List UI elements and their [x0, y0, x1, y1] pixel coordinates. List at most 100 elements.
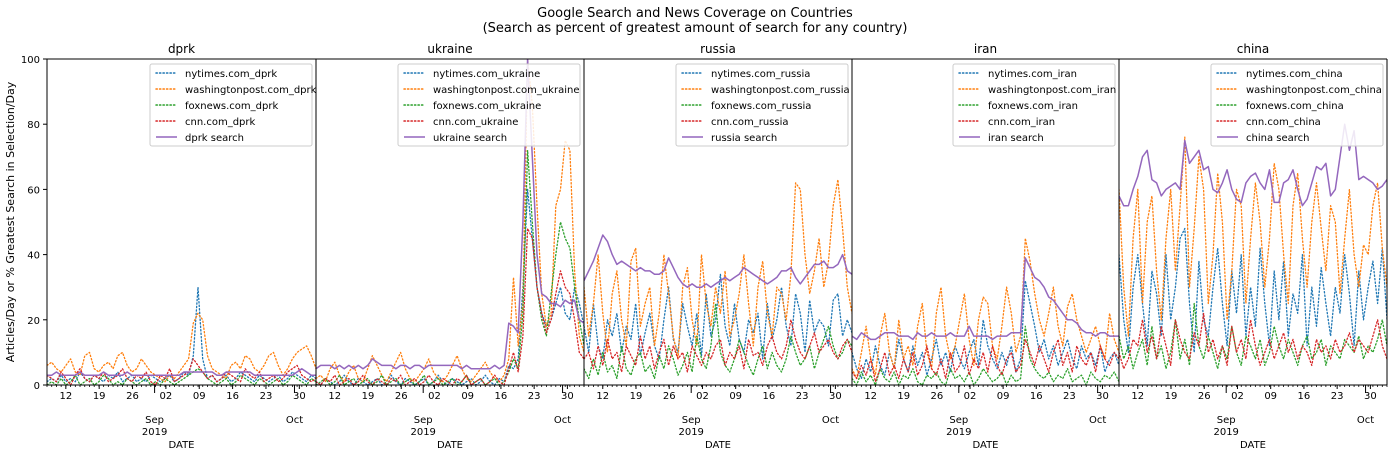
series-group: [852, 237, 1119, 385]
x-tick-label: 02: [160, 391, 173, 402]
y-tick-label: 80: [27, 120, 40, 131]
legend: nytimes.com_china washingtonpost.com_chin…: [1210, 63, 1384, 147]
legend-entry: cnn.com_china: [1246, 117, 1321, 128]
x-tick-label: Oct: [286, 415, 303, 426]
legend-entry: nytimes.com_dprk: [185, 69, 277, 80]
x-tick-label-line: Sep: [682, 415, 701, 426]
x-tick-label-line: 19: [630, 391, 643, 402]
x-tick-label-line: 09: [1264, 391, 1277, 402]
series-line-cnn-com-china: [1119, 312, 1387, 370]
x-tick-label-line: 16: [763, 391, 776, 402]
series-group: [584, 178, 852, 380]
legend-entry: foxnews.com_china: [1246, 101, 1344, 112]
series-line-nytimes-com-china: [1119, 227, 1387, 354]
series-line-nytimes-com-russia: [584, 273, 852, 360]
x-tick-label: 02: [1231, 391, 1244, 402]
x-tick-label-line: 02: [160, 391, 173, 402]
x-tick-label: Oct: [1357, 415, 1374, 426]
x-tick-label-line: 30: [1364, 391, 1377, 402]
legend-entry: nytimes.com_china: [1246, 69, 1343, 80]
x-tick-label-line: 12: [596, 391, 609, 402]
legend-entry: foxnews.com_russia: [711, 101, 811, 112]
x-tick-label: Sep 2019: [410, 415, 435, 438]
panel-title: dprk: [168, 42, 195, 56]
series-group: [47, 286, 316, 385]
x-tick-label-line: 23: [528, 391, 541, 402]
legend: nytimes.com_ukraine washingtonpost.com_uk…: [397, 63, 581, 147]
panel-russia: russia 12 19 26 Sep 2019 02 09 16 23 30 Oct DATE nyti…: [583, 42, 853, 451]
x-tick-label: 02: [696, 391, 709, 402]
x-tick-label-line: Oct: [1089, 415, 1106, 426]
series-line-foxnews-com-iran: [852, 325, 1119, 385]
series-line-washingtonpost-com-ukraine: [316, 59, 584, 383]
x-tick-label-line: 2019: [1213, 427, 1238, 438]
x-tick-label-line: 26: [395, 391, 408, 402]
x-tick-label-line: 09: [193, 391, 206, 402]
x-tick-label-line: 02: [428, 391, 441, 402]
series-line-dprk-search: [47, 367, 316, 376]
x-tick-label-line: 09: [997, 391, 1010, 402]
x-axis-label: DATE: [1240, 440, 1266, 451]
series-line-ukraine-search: [316, 59, 584, 370]
x-tick-label-line: 2019: [410, 427, 435, 438]
x-tick-label-line: 12: [864, 391, 877, 402]
x-tick-label-line: 09: [461, 391, 474, 402]
x-tick-label-line: Oct: [822, 415, 839, 426]
series-line-cnn-com-iran: [852, 338, 1119, 383]
legend-entry: cnn.com_iran: [988, 117, 1055, 128]
x-tick-label-line: Sep: [145, 415, 164, 426]
x-tick-label-line: Oct: [554, 415, 571, 426]
x-tick-label: 19: [897, 391, 910, 402]
legend-entry: nytimes.com_ukraine: [433, 69, 540, 80]
legend-entry: china search: [1246, 133, 1309, 144]
x-tick-label-line: 23: [1063, 391, 1076, 402]
legend-entry: foxnews.com_dprk: [185, 101, 278, 112]
x-tick-label: 26: [663, 391, 676, 402]
x-tick-label-line: 09: [729, 391, 742, 402]
x-tick-label: 19: [93, 391, 106, 402]
series-line-iran-search: [852, 257, 1119, 341]
x-tick-label-line: 02: [696, 391, 709, 402]
x-tick-label: 26: [1198, 391, 1211, 402]
x-tick-label-line: 19: [897, 391, 910, 402]
x-tick-label: Oct: [822, 415, 839, 426]
x-tick-label-line: Sep: [1217, 415, 1236, 426]
series-line-cnn-com-dprk: [47, 358, 316, 385]
series-group: [316, 59, 584, 385]
x-tick-label-line: 16: [1030, 391, 1043, 402]
y-tick-label: 0: [34, 381, 40, 392]
y-tick-label: 20: [27, 316, 40, 327]
x-tick-label: 09: [729, 391, 742, 402]
legend-entry: washingtonpost.com_russia: [711, 85, 850, 96]
panel-dprk: dprk 0 20 40 60 80 100 12 19 26 Sep 2019 02 09 16 23 30 O…: [21, 42, 317, 451]
series-line-nytimes-com-dprk: [47, 286, 316, 383]
x-tick-label: 16: [226, 391, 239, 402]
x-tick-label-line: 23: [796, 391, 809, 402]
x-tick-label-line: 16: [226, 391, 239, 402]
x-tick-label-line: 12: [1131, 391, 1144, 402]
x-tick-label-line: 02: [1231, 391, 1244, 402]
panel-china: china 12 19 26 Sep 2019 02 09 16 23 30 Oct DATE nytim…: [1118, 42, 1388, 451]
x-tick-label: 23: [1063, 391, 1076, 402]
figure-title: Google Search and News Coverage on Count…: [537, 6, 853, 21]
legend-entry: washingtonpost.com_china: [1246, 85, 1382, 96]
x-tick-label-line: 12: [59, 391, 72, 402]
legend-entry: cnn.com_dprk: [185, 117, 256, 128]
x-tick-label: 12: [596, 391, 609, 402]
x-tick-label-line: 2019: [678, 427, 703, 438]
x-tick-label: 12: [864, 391, 877, 402]
x-tick-label-line: 19: [1165, 391, 1178, 402]
x-tick-label-line: 16: [495, 391, 508, 402]
y-tick-label: 100: [21, 55, 40, 66]
legend-entry: washingtonpost.com_dprk: [185, 85, 317, 96]
y-tick-label: 60: [27, 185, 40, 196]
x-tick-label-line: 30: [293, 391, 306, 402]
series-line-cnn-com-russia: [584, 319, 852, 373]
x-tick-label: 19: [362, 391, 375, 402]
x-tick-label-line: Oct: [1357, 415, 1374, 426]
x-tick-label-line: 16: [1298, 391, 1311, 402]
legend-box: [1210, 63, 1384, 147]
x-tick-label-line: 26: [1198, 391, 1211, 402]
